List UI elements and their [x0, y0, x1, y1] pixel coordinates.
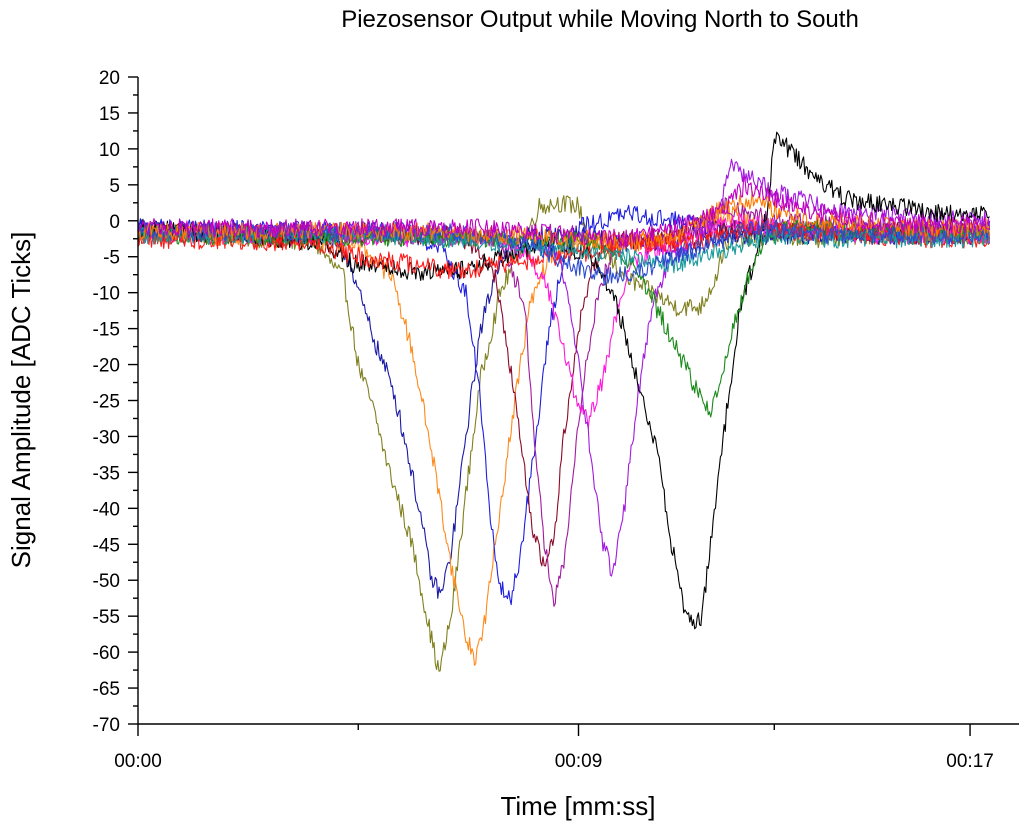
y-axis-label: Signal Amplitude [ADC Ticks] [6, 232, 36, 569]
y-tick-label: -65 [93, 679, 120, 700]
y-tick-label: -20 [93, 356, 120, 377]
x-tick-label: 00:09 [555, 751, 603, 772]
x-tick-label: 00:00 [114, 751, 162, 772]
y-tick-label: 20 [99, 68, 120, 89]
x-axis-ticks: 00:00 00:09 00:17 [114, 724, 994, 772]
y-tick-label: -15 [93, 320, 120, 341]
series-line [137, 220, 990, 286]
y-axis-ticks: 20 15 10 5 0 -5 -10 -15 -20 -25 -30 -35 -40 -45 -50 -55… [93, 68, 138, 736]
y-tick-label: 15 [99, 104, 120, 125]
series-line [137, 204, 991, 606]
x-tick-label: 00:17 [946, 751, 994, 772]
series-line [137, 219, 991, 599]
series-line [137, 131, 990, 630]
y-tick-label: -40 [93, 499, 120, 520]
y-tick-label: -60 [93, 643, 120, 664]
y-tick-label: -50 [93, 571, 120, 592]
y-tick-label: -25 [93, 392, 120, 413]
y-tick-label: 10 [99, 140, 120, 161]
y-tick-label: 0 [109, 212, 120, 233]
y-tick-label: -10 [93, 284, 120, 305]
y-tick-label: -5 [103, 248, 120, 269]
series-line [137, 158, 991, 577]
series-line [137, 219, 991, 567]
y-tick-label: -55 [93, 607, 120, 628]
y-tick-label: -30 [93, 427, 120, 448]
chart-title: Piezosensor Output while Moving North to… [341, 6, 859, 33]
series-layer [137, 131, 991, 672]
series-line [137, 205, 991, 666]
x-axis-label: Time [mm:ss] [500, 791, 655, 821]
series-line [137, 176, 990, 248]
y-tick-label: -45 [93, 535, 120, 556]
y-tick-label: 5 [109, 176, 120, 197]
y-tick-label: -70 [93, 715, 120, 736]
y-tick-label: -35 [93, 463, 120, 484]
